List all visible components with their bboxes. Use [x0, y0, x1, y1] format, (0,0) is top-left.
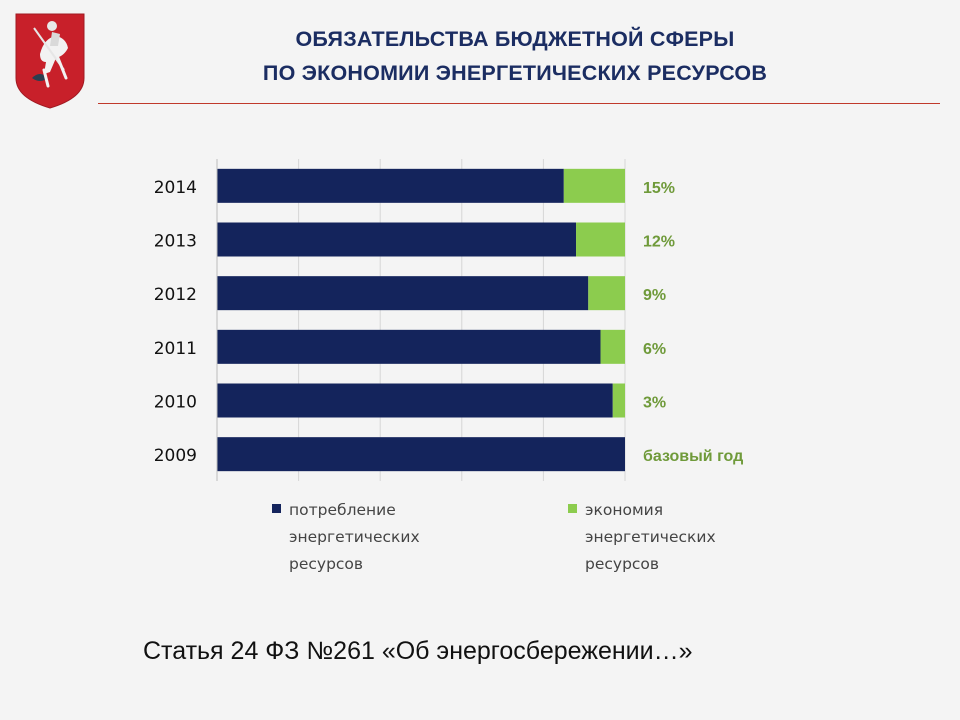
- legend-swatch: [272, 504, 281, 513]
- legend-label: ресурсов: [585, 555, 659, 573]
- bar-consumption: [217, 437, 625, 472]
- data-label: базовый год: [643, 448, 743, 465]
- data-label: 3%: [643, 395, 666, 412]
- title-divider: [98, 103, 940, 104]
- y-axis-tick-label: 2012: [154, 285, 197, 305]
- legend-label: экономия: [585, 501, 663, 519]
- bar-consumption: [217, 383, 613, 418]
- bar-savings: [576, 222, 625, 257]
- bar-savings: [612, 383, 625, 418]
- legend-label: энергетических: [585, 528, 716, 546]
- legend-swatch: [568, 504, 577, 513]
- y-axis-tick-label: 2010: [154, 393, 197, 413]
- bar-savings: [563, 168, 625, 203]
- legend-label: потребление: [289, 501, 396, 519]
- bar-savings: [588, 276, 625, 311]
- moscow-coat-of-arms-icon: [15, 13, 85, 109]
- legend-label: энергетических: [289, 528, 420, 546]
- y-axis-tick-label: 2009: [154, 446, 197, 466]
- y-axis-tick-label: 2013: [154, 232, 197, 252]
- data-label: 9%: [643, 287, 666, 304]
- bar-consumption: [217, 168, 564, 203]
- bar-consumption: [217, 276, 589, 311]
- page-title: ОБЯЗАТЕЛЬСТВА БЮДЖЕТНОЙ СФЕРЫ ПО ЭКОНОМИ…: [180, 22, 850, 90]
- bar-savings: [600, 329, 625, 364]
- bar-consumption: [217, 222, 577, 257]
- y-axis-tick-label: 2014: [154, 178, 197, 198]
- y-axis-tick-label: 2011: [154, 339, 197, 359]
- page-title-line-2: ПО ЭКОНОМИИ ЭНЕРГЕТИЧЕСКИХ РЕСУРСОВ: [262, 61, 768, 85]
- data-label: 15%: [643, 180, 675, 197]
- data-label: 6%: [643, 341, 666, 358]
- legend-label: ресурсов: [289, 555, 363, 573]
- page-title-line-1: ОБЯЗАТЕЛЬСТВА БЮДЖЕТНОЙ СФЕРЫ: [295, 27, 735, 51]
- bar-consumption: [217, 329, 601, 364]
- law-reference: Статья 24 ФЗ №261 «Об энергосбережении…»: [143, 637, 693, 665]
- data-label: 12%: [643, 234, 675, 251]
